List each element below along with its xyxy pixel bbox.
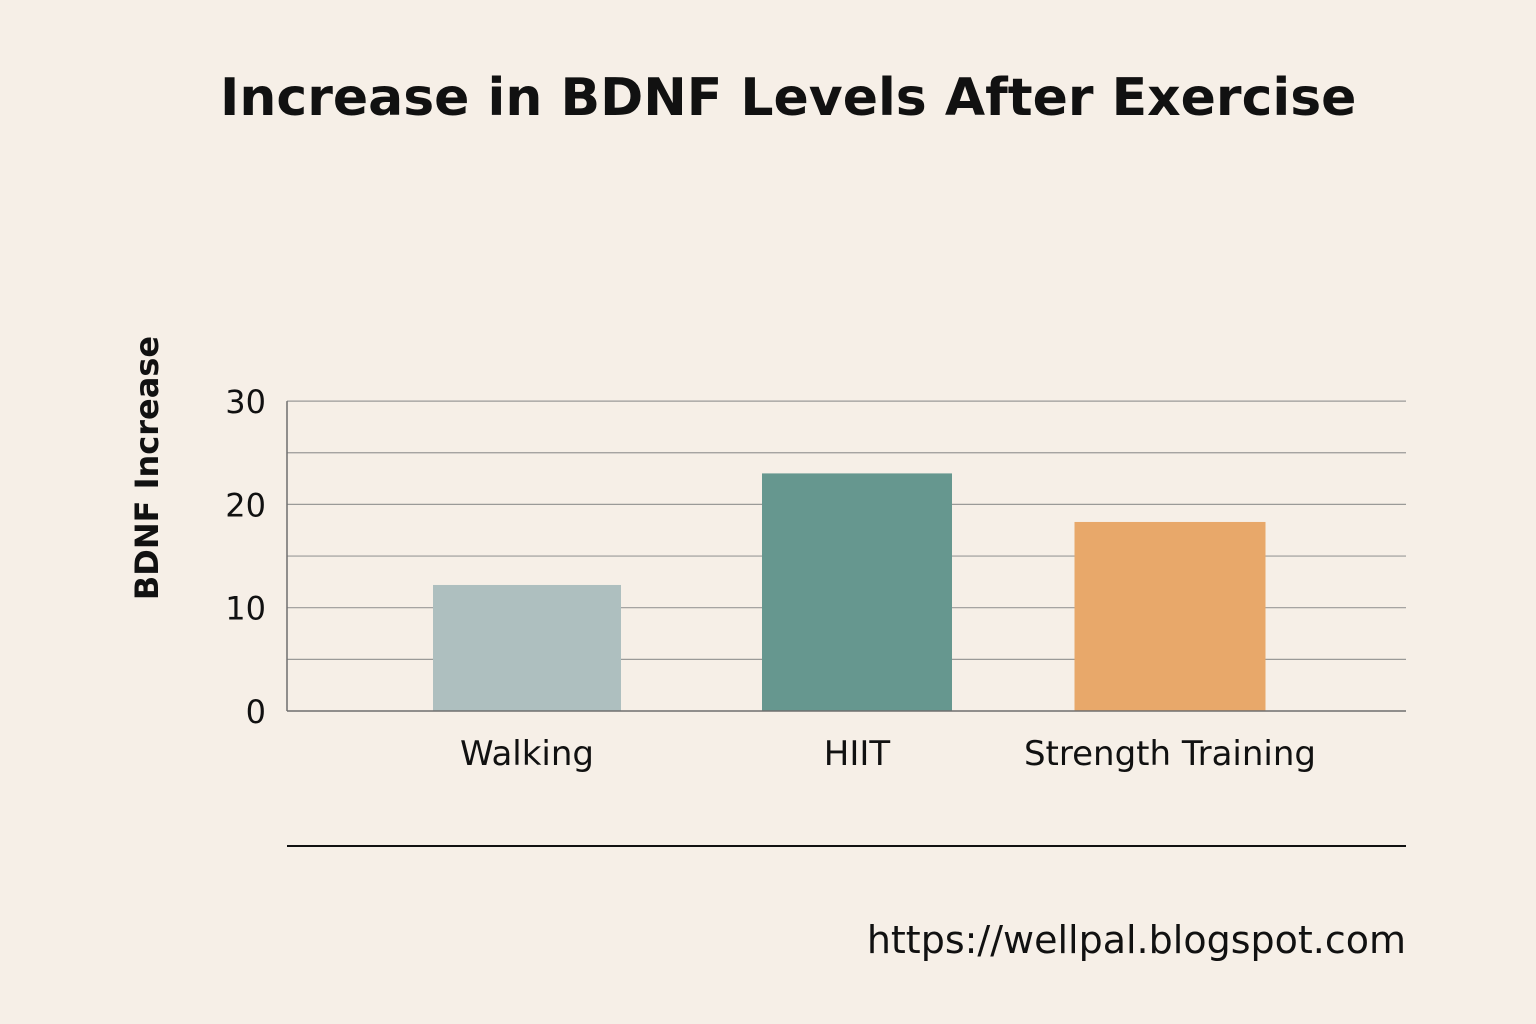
y-tick-label: 0	[246, 693, 266, 731]
axes	[286, 401, 1406, 712]
x-tick-label: HIIT	[824, 734, 891, 774]
y-axis-label: BDNF Increase	[128, 336, 166, 600]
bar-walking	[433, 584, 621, 711]
y-tick-label: 20	[225, 486, 266, 524]
bar-strength-training	[1074, 521, 1266, 711]
x-tick-label: Strength Training	[1024, 734, 1316, 774]
chart-title: Increase in BDNF Levels After Exercise	[220, 68, 1357, 128]
y-tick-label: 30	[225, 383, 266, 421]
bar-hiit	[762, 473, 952, 711]
bars	[433, 473, 1266, 711]
x-tick-label: Walking	[460, 734, 594, 774]
axis-labels: 0 10 20 30 Walking HIIT Strength Training	[225, 383, 1316, 774]
y-tick-label: 10	[225, 590, 266, 628]
source-url: https://wellpal.blogspot.com	[866, 918, 1406, 962]
